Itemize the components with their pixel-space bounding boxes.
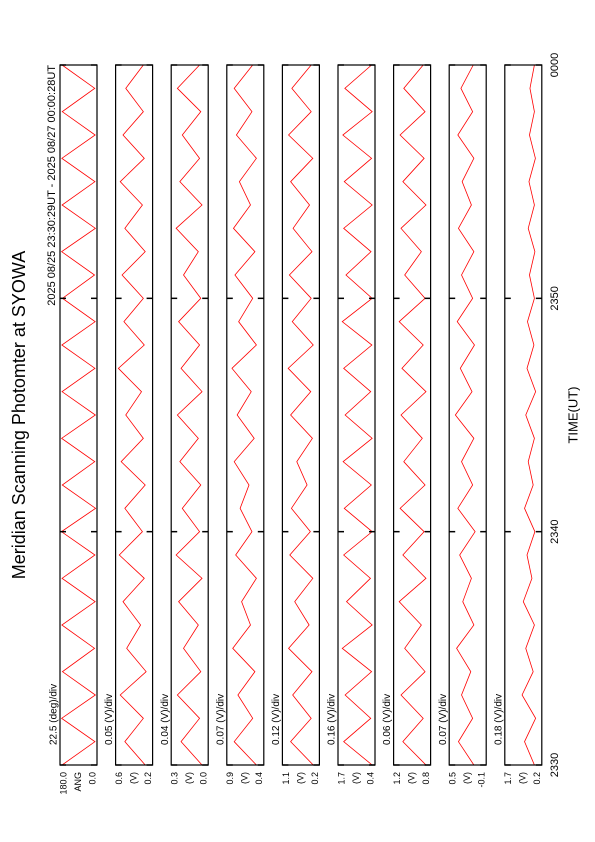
- panel-frame: [226, 64, 265, 766]
- panel-frame: [170, 64, 209, 766]
- y-tick-label: 0.2: [532, 772, 542, 785]
- y-tick-label: 0.5: [448, 772, 458, 785]
- scale-label: 0.05 (V)/div: [104, 694, 115, 745]
- y-tick-label: -0.1: [477, 772, 487, 788]
- y-tick-label: 1.1: [281, 772, 291, 785]
- y-tick-label: 0.6: [114, 772, 124, 785]
- unit-label: (V): [184, 772, 194, 784]
- data-line: [341, 64, 373, 766]
- panel-frame: [504, 64, 543, 766]
- unit-label: (V): [518, 772, 528, 784]
- unit-label: (V): [128, 772, 138, 784]
- data-line: [231, 64, 257, 766]
- y-tick-label: 0.3: [170, 772, 180, 785]
- y-tick-label: 0.8: [421, 772, 431, 785]
- y-tick-label: 0.4: [254, 772, 264, 785]
- panel-frame: [393, 64, 432, 766]
- y-tick-label: 180.0: [58, 772, 68, 795]
- x-tick-label: 0000: [549, 53, 561, 77]
- x-tick-label: 2350: [549, 286, 561, 310]
- x-axis-label: TIME(UT): [565, 386, 580, 443]
- y-tick-label: 1.7: [336, 772, 346, 785]
- y-tick-label: 0.0: [87, 772, 97, 785]
- data-line: [60, 64, 97, 766]
- scale-label: 0.16 (V)/div: [327, 694, 338, 745]
- data-line: [287, 64, 314, 766]
- unit-label: (V): [240, 772, 250, 784]
- y-tick-label: 1.2: [392, 772, 402, 785]
- y-tick-label: 0.0: [199, 772, 209, 785]
- unit-label: (V): [351, 772, 361, 784]
- unit-label: (V): [406, 772, 416, 784]
- y-tick-label: 0.4: [365, 772, 375, 785]
- y-tick-label: 0.2: [143, 772, 153, 785]
- panel-frame: [337, 64, 376, 766]
- data-line: [454, 64, 476, 766]
- panel-frame: [114, 64, 154, 766]
- unit-label: ANG: [73, 772, 83, 792]
- scale-label: 0.04 (V)/div: [160, 694, 171, 745]
- chart-subtitle: 2025 08/25 23:30:29UT - 2025 08/27 00:00…: [46, 65, 58, 306]
- unit-label: (V): [295, 772, 305, 784]
- data-line: [521, 64, 537, 766]
- scale-label: 0.12 (V)/div: [271, 694, 282, 745]
- panel-frame: [59, 64, 98, 766]
- chart-title: Meridian Scanning Photomter at SYOWA: [9, 251, 29, 579]
- x-tick-label: 2340: [549, 519, 561, 543]
- y-tick-label: 1.7: [503, 772, 513, 785]
- scale-label: 0.07 (V)/div: [215, 694, 226, 745]
- data-line: [175, 64, 203, 766]
- y-tick-label: 0.9: [225, 772, 235, 785]
- scale-label: 0.07 (V)/div: [438, 694, 449, 745]
- scale-label: 0.06 (V)/div: [382, 694, 393, 745]
- data-line: [398, 64, 427, 766]
- y-tick-label: 0.2: [310, 772, 320, 785]
- panel-frame: [448, 64, 487, 766]
- x-tick-label: 2330: [549, 753, 561, 777]
- unit-label: (V): [462, 772, 472, 784]
- scale-label: 0.18 (V)/div: [493, 694, 504, 745]
- data-line: [117, 64, 147, 766]
- scale-label: 22.5 (deg)/div: [49, 684, 60, 745]
- panel-frame: [281, 64, 320, 766]
